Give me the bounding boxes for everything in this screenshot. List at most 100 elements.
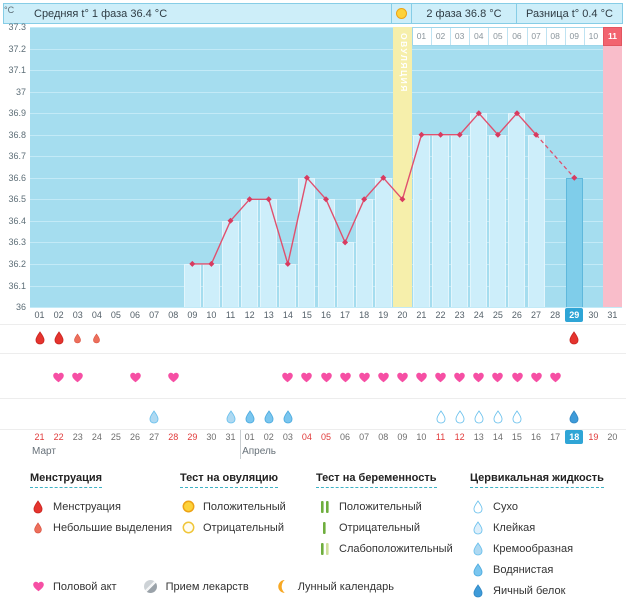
calendar-date: 30: [206, 432, 217, 442]
cycle-day-label: 15: [301, 310, 312, 320]
gridline: [30, 113, 622, 115]
calendar-date: 11: [435, 432, 446, 442]
dpo-cell-highlight: [602, 27, 622, 46]
menstruation-icon: [89, 330, 105, 346]
cycle-day-label: 29: [569, 310, 580, 320]
legend-item-label: Отрицательный: [203, 521, 284, 534]
dpo-cell: 02: [435, 31, 446, 41]
legend-item: Прием лекарств: [143, 576, 249, 597]
menstruation-icon: [566, 330, 582, 346]
legend-item-label: Положительный: [203, 500, 286, 513]
legend-item: Положительный: [316, 496, 470, 517]
intercourse-icon: [165, 369, 181, 385]
legend-item: Водянистая: [470, 559, 626, 580]
crescent-moon-icon: [278, 580, 285, 593]
fluid-drop-icon: [226, 410, 235, 424]
calendar-date: 23: [72, 432, 83, 442]
dpo-cell: 04: [474, 31, 484, 41]
intercourse-icon: [433, 369, 449, 385]
legend-item-label: Лунный календарь: [297, 580, 394, 593]
legend-item: Отрицательный: [180, 517, 316, 538]
legend-column: Тест на беременность Положительный Отрицат…: [316, 468, 470, 601]
intercourse-icon: [51, 369, 67, 385]
intercourse-icon: [394, 369, 410, 385]
heart-icon: [454, 372, 465, 383]
heart-icon: [416, 372, 427, 383]
fluid-drop-icon: [473, 583, 483, 597]
intercourse-icon: [414, 369, 430, 385]
ovu-pos-icon: [180, 500, 196, 513]
calendar-date: 27: [149, 432, 160, 442]
legend-column-title: Менструация: [30, 472, 103, 488]
ovu-neg-icon: [180, 521, 196, 534]
y-axis-label: 37: [15, 86, 26, 97]
test-strip-icon: [320, 500, 329, 513]
preg-neg-icon: [316, 521, 332, 535]
heart-icon: [282, 372, 294, 383]
cycle-day-label: 02: [53, 310, 64, 320]
legend-column: Тест на овуляцию Положительный Отрицательн…: [180, 468, 316, 601]
calendar-date: 24: [91, 432, 102, 442]
legend-item-label: Яичный белок: [493, 584, 566, 597]
cervical-fluid-icon: [223, 409, 239, 425]
y-axis-label: 36.8: [8, 129, 26, 140]
legend-item-label: Кремообразная: [493, 542, 574, 555]
y-axis-label: 36.4: [8, 215, 26, 226]
cervical-fluid-icon: [261, 409, 277, 425]
circle-icon: [182, 500, 194, 513]
cervical-fluid-icon: [509, 409, 525, 425]
dpo-cell-border: [526, 28, 528, 45]
calendar-date: 06: [340, 432, 351, 442]
cervical-fluid-icon: [490, 409, 506, 425]
heart-icon: [167, 372, 179, 383]
gridline: [30, 177, 622, 179]
intercourse-icon: [490, 369, 506, 385]
heart-icon: [511, 372, 523, 383]
cycle-day-label: 20: [397, 310, 408, 320]
dpo-cell-border: [564, 28, 566, 45]
legend-column-title: Тест на овуляцию: [180, 472, 279, 488]
cervical-fluid-icon: [242, 409, 258, 425]
heart-icon: [129, 372, 141, 383]
cycle-day-label: 21: [416, 310, 427, 320]
preg-pos-icon: [316, 500, 332, 514]
legend-item: Небольшие выделения: [30, 517, 180, 538]
legend-item-label: Половой акт: [53, 580, 117, 593]
temperature-line-dashed: [535, 134, 575, 179]
test-strip-icon: [322, 521, 326, 534]
gridline: [30, 91, 622, 93]
legend-item: Кремообразная: [470, 538, 626, 559]
fluid-drop-icon: [149, 410, 159, 424]
calendar-date: 26: [130, 432, 141, 442]
calendar-date: 28: [168, 432, 179, 442]
legend-item: Лунный календарь: [275, 576, 394, 597]
dpo-cell: 06: [512, 31, 522, 41]
cycle-day-label: 09: [187, 310, 198, 320]
menstruation-icon: [51, 330, 67, 346]
fluid-drop-icon: [436, 410, 446, 424]
dpo-cell-border: [545, 28, 547, 45]
legend-column-title: Тест на беременность: [316, 472, 437, 488]
cycle-day-label: 16: [321, 310, 332, 320]
heart-icon: [358, 372, 370, 383]
heart-icon: [549, 372, 561, 383]
y-axis-label: 37.3: [8, 22, 26, 32]
y-axis-label: 36.7: [8, 151, 26, 162]
gridline: [30, 27, 622, 28]
temperature-points: [189, 110, 578, 267]
legend-item-label: Небольшие выделения: [53, 521, 173, 534]
cycle-day-label: 14: [282, 310, 293, 320]
legend-item: Положительный: [180, 496, 316, 517]
calendar-date: 20: [607, 432, 618, 442]
calendar-date: 18: [569, 432, 580, 442]
pill-icon: [144, 580, 158, 593]
calendar-date: 05: [321, 432, 332, 442]
y-axis-label: 36.2: [8, 258, 26, 269]
fluid-drop-icon: [512, 410, 522, 424]
gridline: [30, 70, 622, 72]
calendar-date: 17: [550, 432, 561, 442]
legend-item-label: Менструация: [53, 500, 121, 513]
menstruation-icon: [32, 330, 48, 346]
legend-column: Менструация Менструация Небольшие выделени…: [30, 468, 180, 601]
cycle-day-label: 11: [225, 310, 236, 320]
